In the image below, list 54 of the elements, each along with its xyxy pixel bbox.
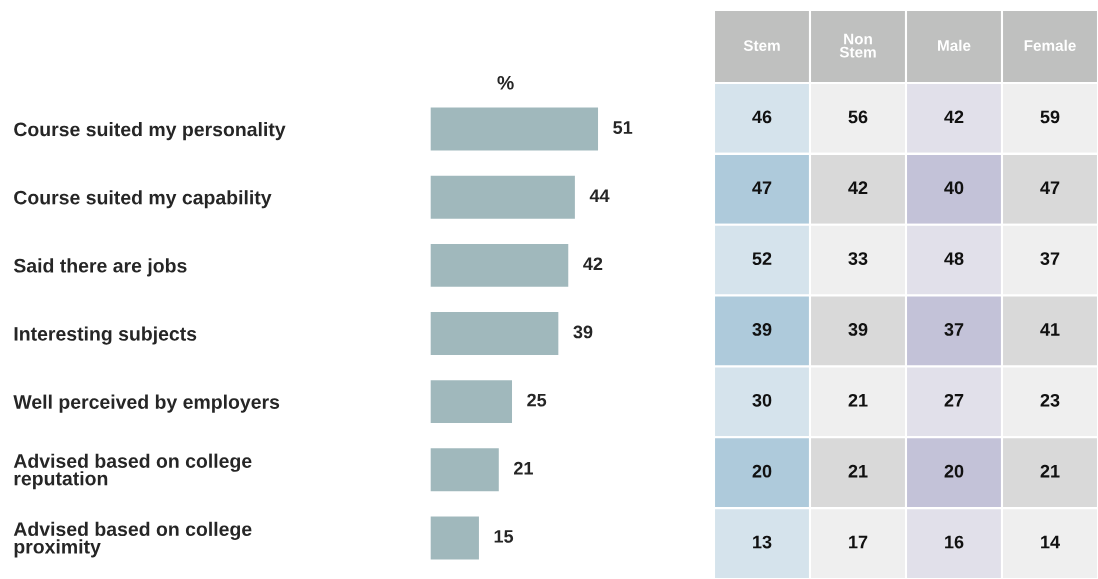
bar <box>430 446 501 493</box>
y-tick-label: Interesting subjects <box>14 326 197 345</box>
bar <box>430 515 481 561</box>
bar <box>430 310 560 357</box>
data-label: 20 <box>944 464 964 478</box>
data-label: 30 <box>752 393 772 407</box>
bar <box>430 242 570 289</box>
data-label: 42 <box>583 257 603 271</box>
data-label: 23 <box>1040 393 1060 407</box>
data-label: 39 <box>752 323 772 336</box>
bar <box>430 106 600 152</box>
x-tick-label: Female <box>1024 39 1076 51</box>
data-label: 42 <box>944 110 964 124</box>
data-label: 42 <box>848 181 868 194</box>
data-label: 37 <box>944 323 964 336</box>
data-label: 14 <box>1041 535 1060 549</box>
data-label: 21 <box>514 461 533 475</box>
data-label: 13 <box>753 535 772 549</box>
data-label: 39 <box>848 323 868 336</box>
data-label: 41 <box>1040 323 1060 336</box>
data-label: 46 <box>752 110 772 124</box>
x-tick-label: Non Stem <box>839 33 876 58</box>
x-axis-title: % <box>497 75 514 90</box>
data-label: 25 <box>527 393 547 407</box>
data-label: 48 <box>944 252 964 265</box>
y-tick-label: Well perceived by employers <box>13 394 280 413</box>
data-label: 33 <box>848 252 868 266</box>
x-tick-label: Male <box>938 39 971 51</box>
data-label: 15 <box>494 530 514 543</box>
data-label: 47 <box>752 181 772 194</box>
data-label: 56 <box>848 110 868 124</box>
bar <box>430 174 577 221</box>
data-label: 21 <box>1040 464 1060 478</box>
data-label: 51 <box>613 121 633 134</box>
data-label: 47 <box>1040 181 1060 194</box>
x-tick-label: Stem <box>743 40 780 51</box>
data-label: 16 <box>945 535 964 549</box>
data-label: 21 <box>848 464 868 478</box>
data-label: 59 <box>1040 110 1060 124</box>
data-label: 17 <box>849 535 868 549</box>
y-tick-label: Advised based on college reputation <box>13 453 252 490</box>
bar <box>430 378 514 425</box>
y-tick-label: Said there are jobs <box>13 258 187 277</box>
y-tick-label: Course suited my personality <box>14 122 286 141</box>
y-tick-label: Advised based on college proximity <box>13 521 252 558</box>
data-label: 20 <box>752 464 772 478</box>
data-label: 37 <box>1040 252 1060 266</box>
data-label: 40 <box>944 181 964 195</box>
data-label: 39 <box>573 325 593 339</box>
data-label: 52 <box>752 252 772 265</box>
data-label: 27 <box>944 393 964 407</box>
data-label: 44 <box>589 189 610 202</box>
data-label: 21 <box>848 393 868 407</box>
y-tick-label: Course suited my capability <box>14 190 272 209</box>
